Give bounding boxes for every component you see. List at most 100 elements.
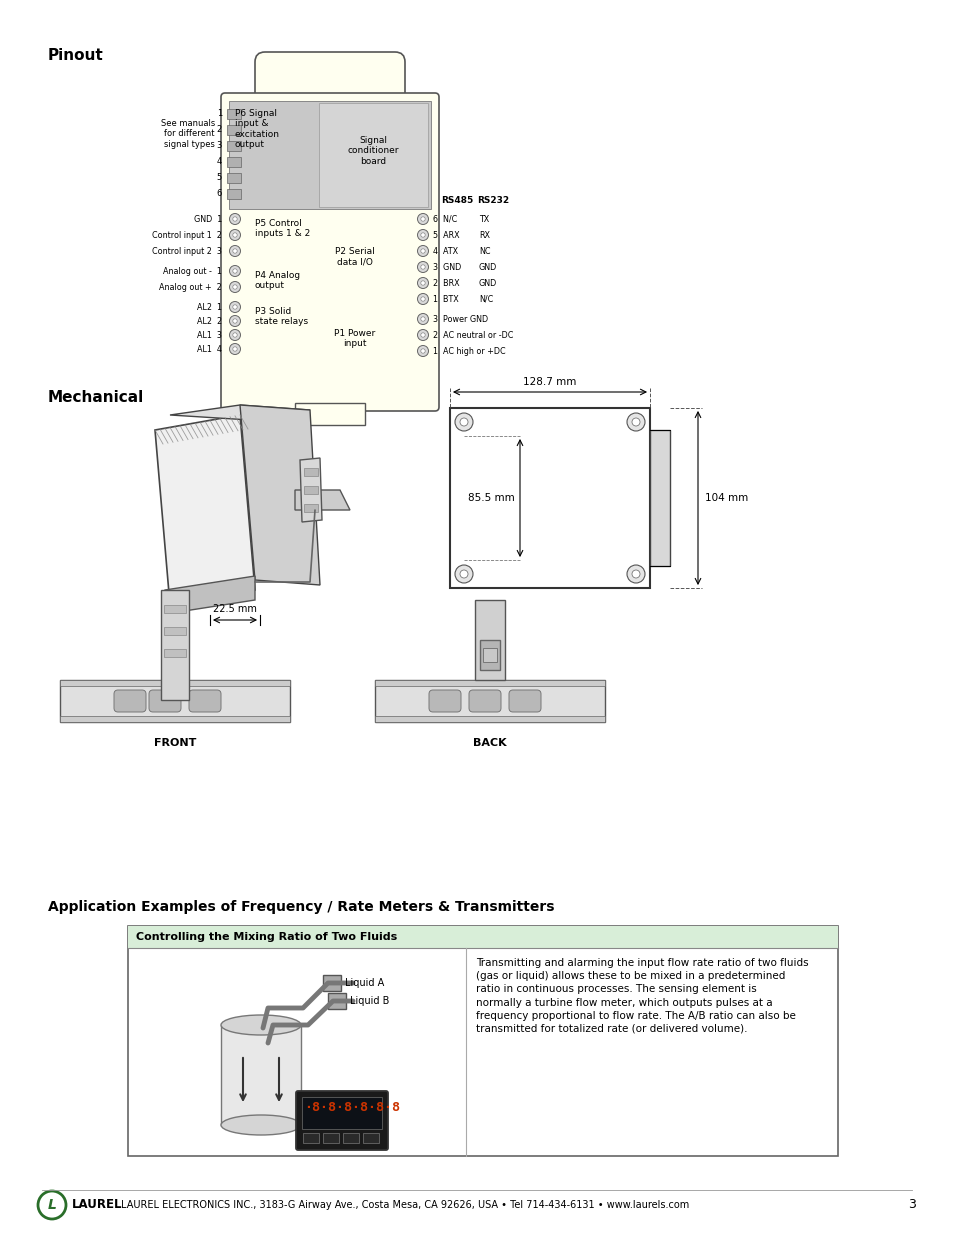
Text: ·8·8·8·8·8·8: ·8·8·8·8·8·8: [304, 1100, 399, 1114]
Circle shape: [420, 280, 425, 285]
Circle shape: [420, 348, 425, 353]
Bar: [161, 590, 189, 700]
Text: GND: GND: [478, 279, 497, 288]
Text: 85.5 mm: 85.5 mm: [468, 493, 515, 503]
Text: 1: 1: [216, 109, 222, 117]
Bar: [164, 605, 186, 613]
Circle shape: [233, 248, 237, 253]
Bar: [343, 1132, 358, 1144]
FancyBboxPatch shape: [254, 52, 405, 114]
Text: 3: 3: [907, 1198, 915, 1212]
Ellipse shape: [221, 1015, 301, 1035]
Text: Transmitting and alarming the input flow rate ratio of two fluids
(gas or liquid: Transmitting and alarming the input flow…: [476, 958, 808, 1034]
Circle shape: [230, 246, 240, 257]
Bar: [229, 101, 431, 209]
Text: 3  GND: 3 GND: [433, 263, 460, 272]
Text: AL2  1: AL2 1: [196, 303, 222, 311]
Bar: [60, 716, 290, 722]
Text: See manuals
for different
signal types: See manuals for different signal types: [161, 119, 214, 148]
Text: 4  ATX: 4 ATX: [433, 247, 457, 256]
Text: Analog out +  2: Analog out + 2: [159, 283, 222, 291]
Circle shape: [230, 343, 240, 354]
Text: L: L: [48, 1198, 56, 1212]
FancyBboxPatch shape: [113, 690, 146, 713]
Bar: [60, 680, 290, 722]
Circle shape: [230, 330, 240, 341]
Text: AL1  4: AL1 4: [197, 345, 222, 353]
Polygon shape: [240, 405, 319, 585]
Polygon shape: [165, 576, 254, 614]
Text: GND: GND: [478, 263, 497, 272]
Bar: [304, 504, 317, 513]
Text: 4: 4: [216, 157, 222, 165]
Bar: [304, 487, 317, 494]
Text: 2: 2: [216, 125, 222, 133]
Text: 6: 6: [216, 189, 222, 198]
Bar: [328, 993, 346, 1009]
Bar: [482, 648, 497, 662]
Bar: [303, 1132, 318, 1144]
Polygon shape: [299, 458, 322, 522]
Text: GND  1: GND 1: [193, 215, 222, 224]
Text: 1  BTX: 1 BTX: [433, 294, 458, 304]
Text: 3  Power GND: 3 Power GND: [433, 315, 488, 324]
Circle shape: [417, 214, 428, 225]
FancyBboxPatch shape: [469, 690, 500, 713]
Circle shape: [459, 571, 468, 578]
Bar: [227, 141, 241, 151]
Circle shape: [233, 305, 237, 309]
Text: LAUREL ELECTRONICS INC., 3183-G Airway Ave., Costa Mesa, CA 92626, USA • Tel 714: LAUREL ELECTRONICS INC., 3183-G Airway A…: [121, 1200, 688, 1210]
Circle shape: [230, 315, 240, 326]
Circle shape: [626, 564, 644, 583]
Text: 128.7 mm: 128.7 mm: [523, 377, 576, 387]
Circle shape: [417, 246, 428, 257]
Bar: [227, 125, 241, 135]
Bar: [128, 926, 837, 1156]
Bar: [227, 189, 241, 199]
Bar: [323, 1132, 338, 1144]
Circle shape: [233, 233, 237, 237]
Text: Liquid B: Liquid B: [350, 995, 389, 1007]
Text: Mechanical: Mechanical: [48, 390, 144, 405]
Bar: [375, 716, 604, 722]
Text: Control input 2  3: Control input 2 3: [152, 247, 222, 256]
Circle shape: [420, 248, 425, 253]
Circle shape: [230, 230, 240, 241]
Text: P5 Control
inputs 1 & 2: P5 Control inputs 1 & 2: [254, 219, 310, 238]
Text: Pinout: Pinout: [48, 48, 104, 63]
Bar: [294, 403, 365, 425]
Bar: [164, 650, 186, 657]
Bar: [227, 173, 241, 183]
Bar: [479, 640, 499, 671]
Circle shape: [230, 282, 240, 293]
Bar: [128, 926, 837, 948]
Bar: [227, 157, 241, 167]
Text: 5: 5: [216, 173, 222, 182]
Text: AL1  3: AL1 3: [197, 331, 222, 340]
Bar: [375, 680, 604, 722]
Bar: [318, 103, 428, 207]
FancyBboxPatch shape: [509, 690, 540, 713]
Text: Application Examples of Frequency / Rate Meters & Transmitters: Application Examples of Frequency / Rate…: [48, 900, 554, 914]
Circle shape: [459, 417, 468, 426]
Text: Analog out -  1: Analog out - 1: [163, 267, 222, 275]
Circle shape: [230, 301, 240, 312]
Text: P4 Analog
output: P4 Analog output: [254, 270, 300, 290]
Text: P1 Power
input: P1 Power input: [334, 329, 375, 348]
FancyBboxPatch shape: [429, 690, 460, 713]
Circle shape: [417, 294, 428, 305]
Text: P2 Serial
data I/O: P2 Serial data I/O: [335, 247, 375, 267]
Bar: [304, 468, 317, 475]
Circle shape: [417, 314, 428, 325]
Circle shape: [420, 296, 425, 301]
Bar: [227, 109, 241, 119]
Circle shape: [233, 347, 237, 351]
Text: P3 Solid
state relays: P3 Solid state relays: [254, 308, 308, 326]
Circle shape: [417, 262, 428, 273]
Circle shape: [233, 269, 237, 273]
Circle shape: [420, 332, 425, 337]
Polygon shape: [154, 415, 254, 605]
Bar: [450, 408, 649, 588]
Circle shape: [420, 217, 425, 221]
Text: LAUREL: LAUREL: [71, 1198, 122, 1212]
